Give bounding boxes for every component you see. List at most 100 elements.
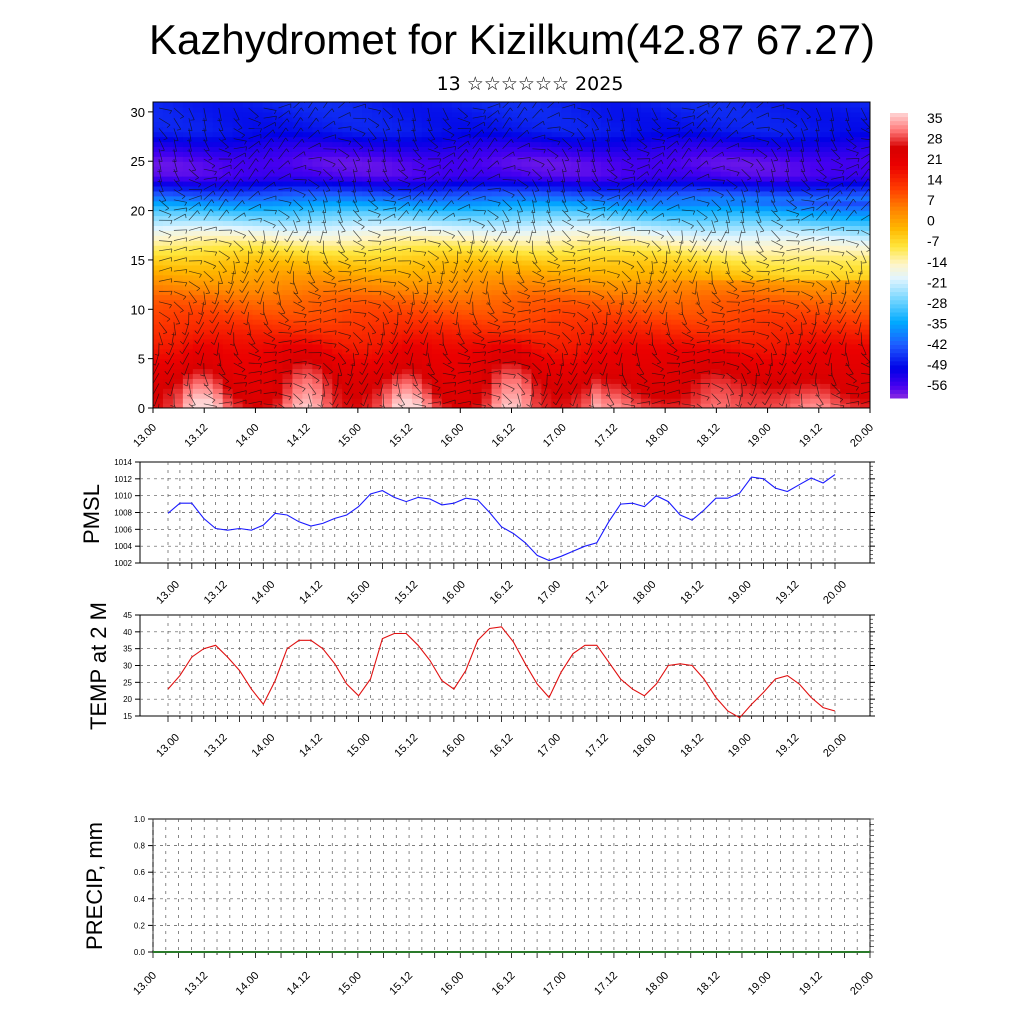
heat-cell (830, 102, 841, 108)
wind-barb-flag (185, 269, 188, 274)
heat-cell (232, 185, 244, 192)
heat-cell (700, 294, 712, 301)
wind-barb-staff (263, 147, 271, 160)
heat-cell (551, 106, 562, 113)
heat-cell (431, 215, 443, 222)
heat-cell (431, 259, 443, 266)
heat-cell (750, 180, 762, 187)
wind-barb-flag (271, 169, 275, 174)
heat-cell (541, 116, 552, 123)
wind-barb-staff (263, 219, 276, 226)
heat-cell (232, 324, 244, 330)
heat-cell (690, 343, 702, 350)
heat-cell (252, 363, 264, 370)
heat-cell (730, 146, 742, 152)
heat-cell (690, 333, 702, 340)
heat-cell (392, 102, 403, 108)
heat-cell (202, 220, 214, 226)
heat-cell (621, 274, 632, 281)
heat-cell (441, 269, 453, 276)
heat-cell (382, 230, 393, 236)
heat-cell (242, 220, 254, 226)
wind-barb-staff (227, 291, 235, 304)
heat-cell (631, 240, 642, 246)
heat-cell (242, 225, 254, 231)
heat-cell (750, 146, 762, 152)
heat-cell (362, 388, 373, 394)
heat-cell (153, 141, 164, 148)
heat-cell (760, 205, 772, 212)
heat-cell (153, 319, 164, 325)
heat-cell (172, 106, 184, 113)
heat-cell (172, 126, 184, 133)
heat-cell (332, 245, 343, 251)
heat-cell (202, 190, 214, 197)
heat-cell (700, 264, 712, 271)
heat-cell (690, 166, 702, 172)
heat-cell (601, 102, 612, 108)
wind-barb-staff (158, 107, 172, 111)
heat-cell (292, 131, 303, 138)
heat-cell (153, 358, 164, 365)
heat-cell (292, 176, 303, 182)
wind-barb-flag (257, 251, 262, 254)
heat-cell (850, 161, 861, 167)
heat-cell (660, 215, 672, 222)
heat-cell (471, 215, 483, 222)
heat-cell (640, 205, 652, 212)
heat-cell (382, 220, 393, 226)
wind-barb-flag (274, 122, 277, 127)
heat-cell (242, 156, 254, 162)
heat-cell (601, 304, 612, 310)
heat-cell (660, 363, 672, 370)
heat-cell (262, 176, 274, 182)
heat-cell (611, 225, 622, 231)
heat-cell (272, 106, 284, 113)
heat-cell (840, 171, 851, 177)
heat-cell (710, 363, 722, 370)
heat-cell (172, 102, 184, 108)
heat-cell (172, 190, 184, 197)
heat-cell (740, 116, 752, 123)
heat-cell (322, 368, 333, 375)
heat-cell (640, 171, 652, 177)
heat-cell (322, 398, 333, 404)
heat-cell (551, 111, 562, 118)
heat-cell (790, 333, 801, 340)
heat-cell (531, 220, 542, 226)
heat-cell (750, 166, 762, 172)
heat-cell (252, 195, 264, 202)
heat-cell (372, 111, 383, 118)
wind-barb-staff (233, 188, 242, 200)
heat-cell (352, 338, 363, 345)
heat-cell (451, 200, 463, 207)
heat-cell (372, 373, 383, 379)
heat-cell (182, 333, 194, 340)
heat-cell (750, 279, 762, 286)
heat-cell (182, 373, 194, 379)
heat-cell (640, 274, 652, 281)
heat-cell (780, 102, 791, 108)
heat-cell (790, 309, 801, 315)
heat-cell (760, 259, 772, 266)
heat-cell (780, 176, 791, 182)
heat-cell (302, 200, 313, 207)
heat-cell (342, 383, 353, 389)
heat-cell (521, 215, 533, 222)
heat-cell (710, 146, 722, 152)
heat-cell (860, 398, 870, 404)
heat-cell (601, 279, 612, 286)
heat-cell (571, 269, 582, 276)
heat-cell (521, 161, 533, 167)
heat-cell (850, 264, 861, 271)
heat-cell (491, 299, 503, 305)
heat-cell (372, 343, 383, 350)
heat-cell (362, 180, 373, 187)
heat-cell (730, 358, 742, 365)
heat-cell (312, 255, 323, 261)
heat-cell (650, 141, 662, 148)
heat-cell (640, 131, 652, 138)
wind-barb-staff (263, 391, 277, 394)
heat-cell (541, 284, 552, 291)
heat-cell (561, 368, 572, 375)
